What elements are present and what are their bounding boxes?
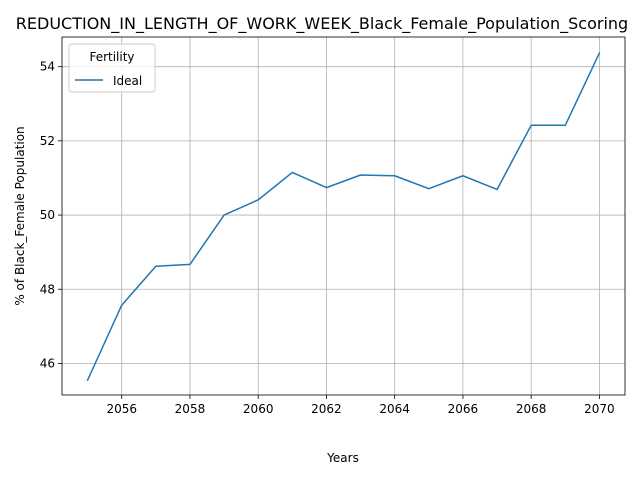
x-tick-label: 2056 [106, 402, 137, 416]
x-tick-label: 2066 [448, 402, 479, 416]
legend: Fertility Ideal [68, 43, 156, 93]
y-tick-label: 48 [40, 282, 55, 296]
x-tick-label: 2068 [516, 402, 547, 416]
series-line-ideal [86, 51, 601, 382]
y-axis-label: % of Black_Female Population [13, 126, 27, 305]
y-tick-label: 54 [40, 60, 55, 74]
plot-frame [61, 36, 626, 396]
x-tick-label: 2070 [584, 402, 615, 416]
chart-title: REDUCTION_IN_LENGTH_OF_WORK_WEEK_Black_F… [16, 14, 628, 34]
y-tick-label: 52 [40, 134, 55, 148]
x-axis-label: Years [326, 451, 359, 465]
grid [62, 37, 625, 395]
legend-label-ideal: Ideal [113, 74, 142, 88]
x-tick-label: 2058 [175, 402, 206, 416]
x-tick-label: 2062 [311, 402, 342, 416]
series-layer [86, 51, 601, 382]
y-tick-label: 50 [40, 208, 55, 222]
x-tick-label: 2064 [379, 402, 410, 416]
legend-title: Fertility [89, 50, 134, 64]
y-tick-label: 46 [40, 356, 55, 370]
x-tick-label: 2060 [243, 402, 274, 416]
ticks: 2056 2058 2060 2062 2064 2066 2068 2070 46 48 50 52… [40, 60, 615, 416]
